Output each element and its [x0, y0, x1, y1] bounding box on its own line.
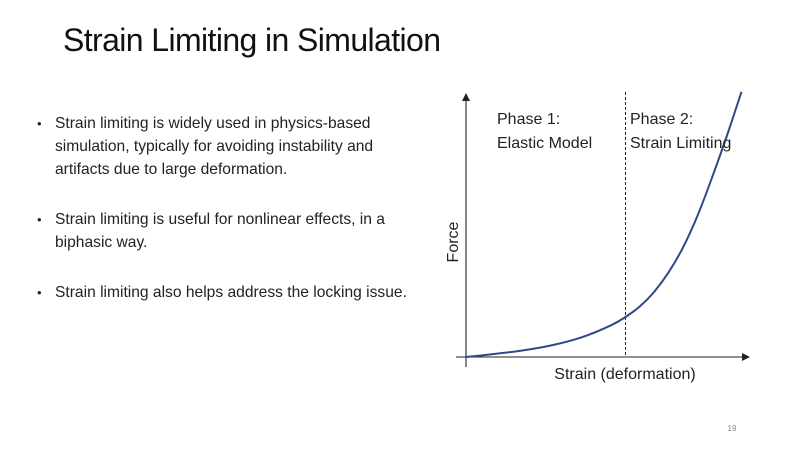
slide-title: Strain Limiting in Simulation	[63, 22, 441, 58]
bullet-dot-icon: •	[37, 116, 42, 131]
bullet-dot-icon: •	[37, 212, 42, 227]
force-strain-chart: Phase 1: Elastic Model Phase 2: Strain L…	[438, 86, 758, 391]
phase2-annotation-line1: Phase 2:	[630, 111, 693, 128]
bullet-item: • Strain limiting is widely used in phys…	[36, 112, 416, 181]
bullet-text: Strain limiting also helps address the l…	[55, 284, 407, 301]
bullet-item: • Strain limiting also helps address the…	[36, 281, 416, 304]
x-axis-label: Strain (deformation)	[554, 366, 695, 383]
bullet-dot-icon: •	[37, 285, 42, 300]
phase1-annotation-line2: Elastic Model	[497, 135, 592, 152]
force-curve-line	[465, 91, 743, 358]
phase1-annotation-line1: Phase 1:	[497, 111, 560, 128]
page-number: 19	[727, 424, 737, 433]
bullet-list: • Strain limiting is widely used in phys…	[36, 112, 416, 304]
bullet-text: Strain limiting is widely used in physic…	[55, 115, 374, 178]
chart-svg: Phase 1: Elastic Model Phase 2: Strain L…	[445, 91, 750, 383]
phase2-annotation-line2: Strain Limiting	[630, 135, 731, 152]
bullet-text: Strain limiting is useful for nonlinear …	[55, 211, 385, 251]
y-axis-label: Force	[445, 221, 462, 262]
bullet-item: • Strain limiting is useful for nonlinea…	[36, 208, 416, 254]
